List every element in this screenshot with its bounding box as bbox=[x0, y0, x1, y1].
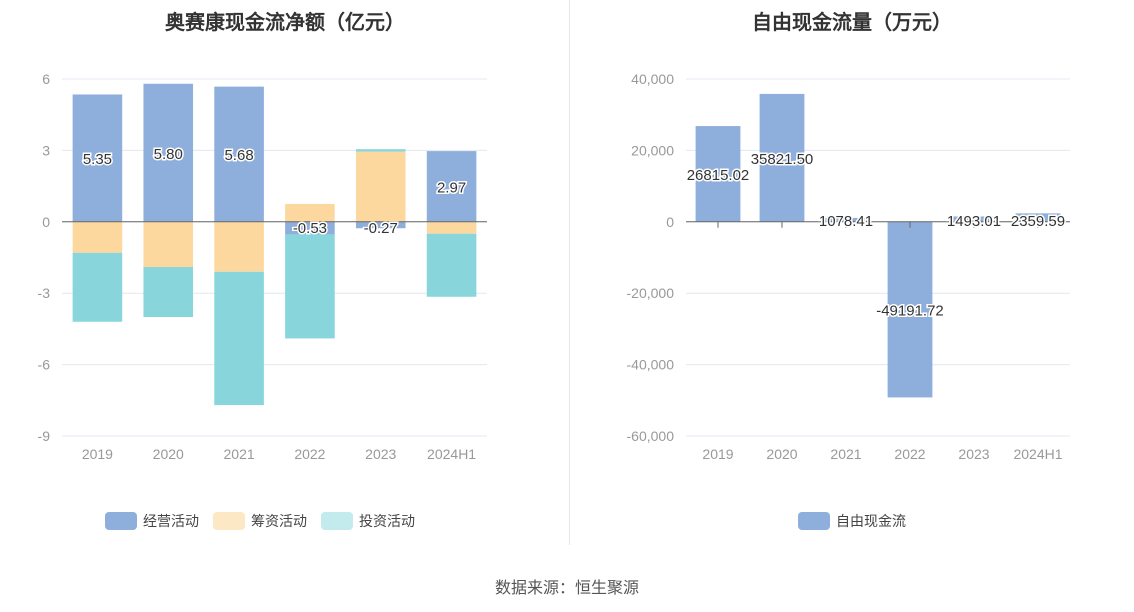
left-ytick-label: -3 bbox=[38, 285, 51, 301]
right-bar-0 bbox=[887, 221, 933, 398]
left-ytick-label: -9 bbox=[38, 428, 51, 444]
left-ytick-label: 3 bbox=[42, 142, 50, 158]
legend-label-financing: 筹资活动 bbox=[251, 513, 307, 529]
right-data-label: 1493.01 bbox=[947, 213, 1001, 230]
right-ytick-label: 20,000 bbox=[631, 142, 674, 158]
right-data-label: -49191.72 bbox=[876, 303, 944, 320]
left-data-label: 5.68 bbox=[224, 147, 253, 164]
legend-label-investing: 投资活动 bbox=[359, 513, 415, 529]
legend-swatch-free-cash-flow bbox=[798, 512, 830, 530]
left-ytick-label: 0 bbox=[42, 214, 50, 230]
right-xtick-label: 2020 bbox=[766, 446, 797, 462]
left-data-label: 2.97 bbox=[437, 179, 466, 196]
left-ytick-label: 6 bbox=[42, 71, 50, 87]
left-bar-0 bbox=[355, 221, 406, 229]
left-bar-2 bbox=[426, 233, 477, 297]
right-data-label: 35821.50 bbox=[751, 151, 814, 168]
left-bar-0 bbox=[426, 151, 477, 222]
left-data-label: 5.80 bbox=[154, 146, 183, 163]
right-data-label: 2359.59 bbox=[1011, 213, 1065, 230]
right-xtick-label: 2024H1 bbox=[1013, 446, 1062, 462]
left-ytick-label: -6 bbox=[38, 357, 51, 373]
right-xtick-label: 2023 bbox=[958, 446, 989, 462]
left-xtick-label: 2024H1 bbox=[427, 446, 476, 462]
right-ytick-label: -20,000 bbox=[627, 285, 675, 301]
left-bar-2 bbox=[355, 149, 406, 152]
left-bar-1 bbox=[72, 221, 123, 253]
left-xtick-label: 2020 bbox=[153, 446, 184, 462]
right-bar-0 bbox=[951, 216, 997, 222]
legend-item-investing[interactable]: 投资活动 bbox=[321, 511, 415, 531]
left-bar-1 bbox=[355, 151, 406, 222]
right-bar-0 bbox=[759, 93, 805, 222]
left-xtick-label: 2019 bbox=[82, 446, 113, 462]
left-bar-1 bbox=[214, 221, 264, 272]
left-bar-1 bbox=[143, 221, 194, 268]
left-data-label: -0.53 bbox=[293, 220, 327, 237]
left-bar-0 bbox=[285, 221, 335, 235]
legend-label-operating: 经营活动 bbox=[143, 513, 199, 529]
left-bar-1 bbox=[285, 203, 335, 222]
right-chart-title: 自由现金流量（万元） bbox=[752, 12, 952, 34]
data-source: 数据来源：恒生聚源 bbox=[494, 580, 639, 597]
left-xtick-label: 2021 bbox=[224, 446, 255, 462]
right-bar-0 bbox=[1015, 213, 1061, 222]
left-data-label: -0.27 bbox=[364, 220, 398, 237]
right-xtick-label: 2019 bbox=[702, 446, 733, 462]
left-bar-0 bbox=[143, 83, 194, 222]
right-data-label: 1078.41 bbox=[819, 213, 873, 230]
left-bar-2 bbox=[214, 271, 264, 406]
left-bar-0 bbox=[214, 86, 264, 222]
left-bar-2 bbox=[72, 252, 123, 322]
legend-swatch-investing bbox=[321, 512, 353, 530]
left-xtick-label: 2022 bbox=[294, 446, 325, 462]
right-data-label: 26815.02 bbox=[687, 167, 750, 184]
left-bar-2 bbox=[285, 234, 335, 339]
left-xtick-label: 2023 bbox=[365, 446, 396, 462]
left-bar-0 bbox=[72, 94, 123, 222]
legend-label-free-cash-flow: 自由现金流 bbox=[836, 513, 906, 529]
legend-item-financing[interactable]: 筹资活动 bbox=[213, 511, 307, 531]
legend-swatch-financing bbox=[213, 512, 245, 530]
chart-divider bbox=[569, 0, 570, 545]
legend-item-operating[interactable]: 经营活动 bbox=[105, 511, 199, 531]
legend-swatch-operating bbox=[105, 512, 137, 530]
right-legend: 自由现金流 bbox=[798, 511, 920, 531]
left-data-label: 5.35 bbox=[83, 151, 112, 168]
right-xtick-label: 2022 bbox=[894, 446, 925, 462]
left-legend: 经营活动 筹资活动 投资活动 bbox=[105, 511, 429, 531]
legend-item-free-cash-flow[interactable]: 自由现金流 bbox=[798, 511, 906, 531]
right-ytick-label: 40,000 bbox=[631, 71, 674, 87]
left-bar-1 bbox=[426, 221, 477, 234]
right-bar-0 bbox=[695, 126, 741, 222]
right-xtick-label: 2021 bbox=[830, 446, 861, 462]
left-chart-title: 奥赛康现金流净额（亿元） bbox=[165, 12, 405, 34]
right-ytick-label: 0 bbox=[666, 214, 674, 230]
right-bar-0 bbox=[823, 217, 869, 222]
left-bar-2 bbox=[143, 267, 194, 317]
right-ytick-label: -60,000 bbox=[627, 428, 675, 444]
right-ytick-label: -40,000 bbox=[627, 357, 675, 373]
